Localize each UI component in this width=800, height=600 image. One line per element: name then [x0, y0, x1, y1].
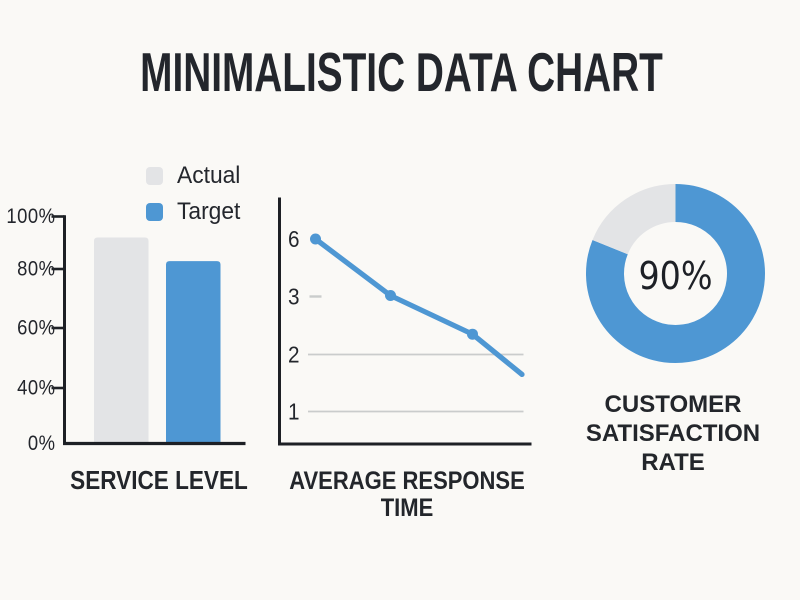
svg-text:1: 1 [288, 398, 300, 424]
donut-chart-caption: CUSTOMER SATISFACTION RATE [585, 390, 761, 476]
legend-label-target: Target [177, 197, 241, 225]
line-chart: 6 3 2 1 [278, 197, 532, 446]
page-title: MINIMALISTIC DATA CHART [140, 41, 663, 103]
svg-text:0%: 0% [28, 432, 56, 456]
svg-text:3: 3 [288, 283, 300, 309]
donut-chart [586, 184, 765, 363]
legend-swatch-actual [146, 166, 163, 185]
svg-text:100%: 100% [6, 205, 55, 229]
svg-text:6: 6 [288, 226, 300, 252]
svg-text:60%: 60% [17, 316, 55, 340]
bar-chart-caption: SERVICE LEVEL [70, 467, 248, 495]
donut-center-value: 90% [638, 253, 713, 299]
svg-text:80%: 80% [17, 257, 55, 281]
legend-item-actual: Actual [146, 162, 244, 189]
svg-text:2: 2 [288, 341, 300, 367]
legend-item-target: Target [146, 198, 244, 225]
svg-text:40%: 40% [17, 376, 55, 400]
line-chart-caption: AVERAGE RESPONSE TIME [289, 467, 525, 522]
legend-label-actual: Actual [177, 161, 241, 189]
legend-swatch-target [146, 202, 163, 221]
bar-chart: 100% 80% 60% 40% 0% [6, 205, 246, 456]
legend: Actual Target [146, 162, 244, 238]
